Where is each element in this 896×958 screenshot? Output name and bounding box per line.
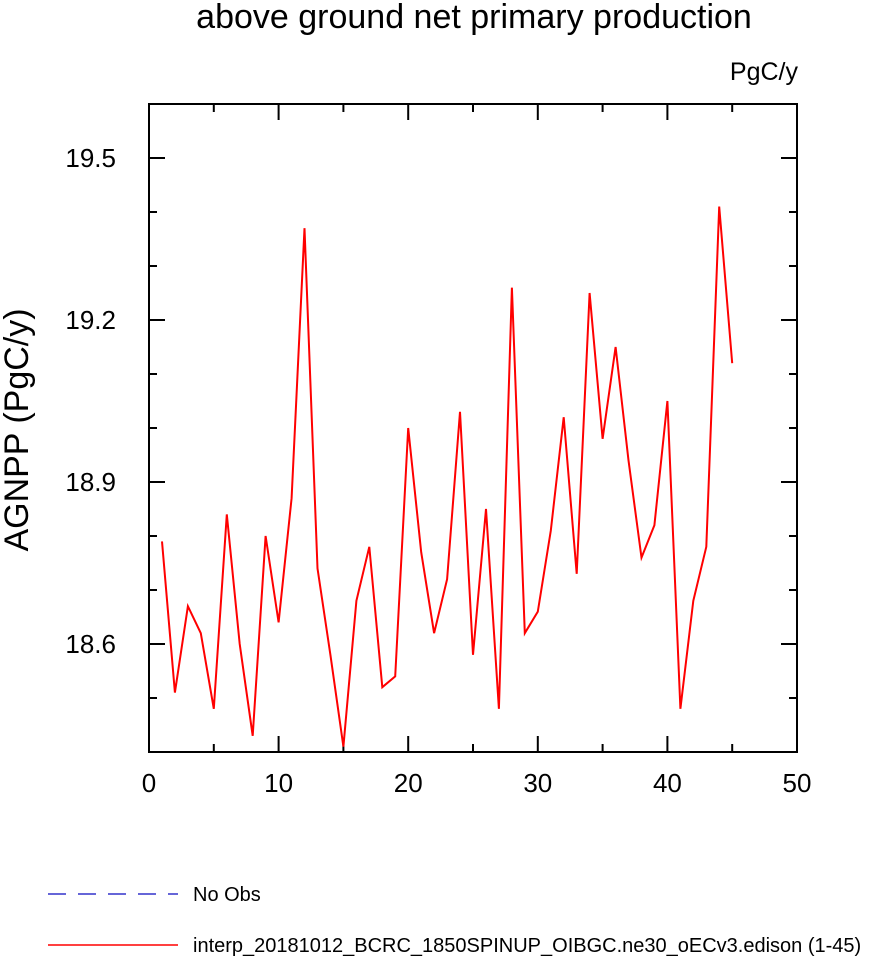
x-tick-label: 30 [523,768,552,798]
x-tick-label: 40 [653,768,682,798]
y-tick-label: 19.2 [65,305,116,335]
y-tick-label: 18.9 [65,467,116,497]
legend-label-0: No Obs [193,884,261,906]
x-tick-label: 10 [264,768,293,798]
legend: No Obs interp_20181012_BCRC_1850SPINUP_OI… [48,884,861,957]
units-label: PgC/y [730,58,799,86]
chart-title: above ground net primary production [196,0,752,36]
x-tick-label: 0 [142,768,156,798]
y-tick-label: 18.6 [65,629,116,659]
series-lines [161,206,734,747]
series-line-0 [161,206,734,747]
x-tick-label: 50 [783,768,812,798]
x-tick-label: 20 [394,768,423,798]
y-tick-label: 19.5 [65,143,116,173]
tick-labels: 0 10 20 30 40 50 18.6 18.9 19.2 19.5 [65,143,811,798]
axis-ticks [148,103,798,753]
legend-label-1: interp_20181012_BCRC_1850SPINUP_OIBGC.ne… [193,935,861,957]
y-axis-label: AGNPP (PgC/y) [0,308,36,551]
